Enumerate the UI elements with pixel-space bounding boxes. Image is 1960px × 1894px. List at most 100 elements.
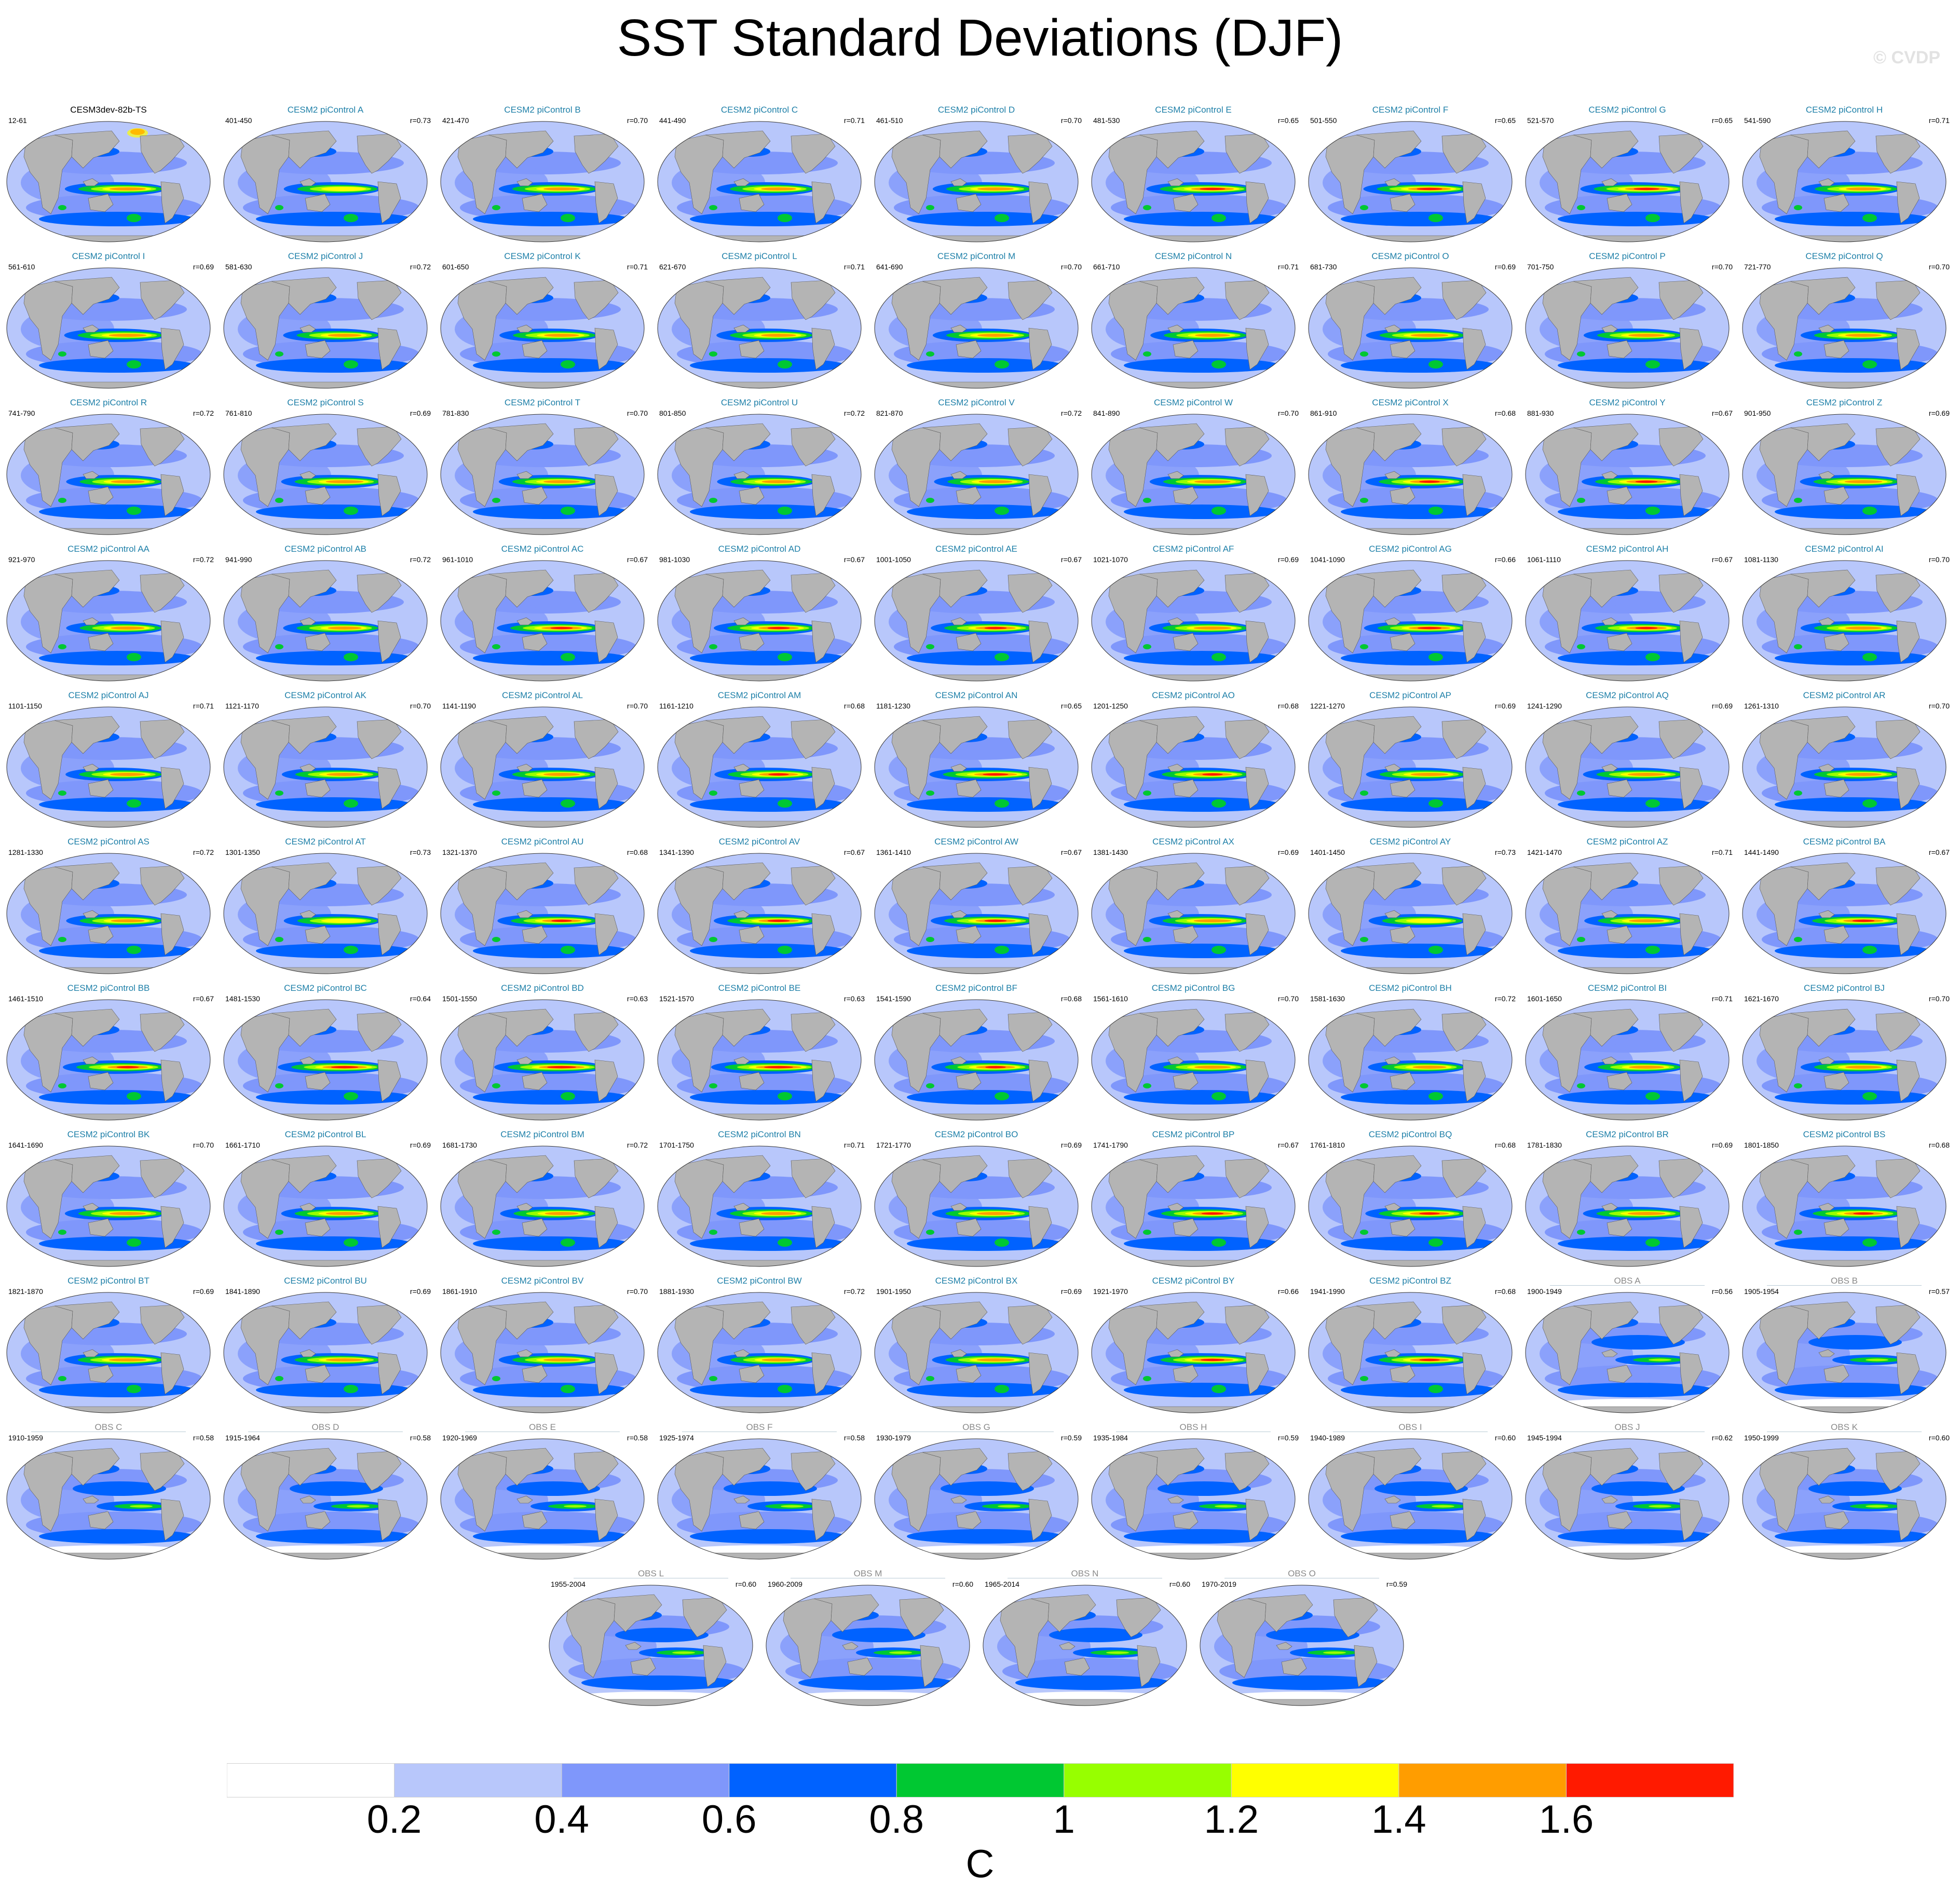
southern-ocean-band: [1232, 1675, 1388, 1690]
indonesia-land: [300, 178, 316, 186]
colorbar-units-label: C: [965, 1842, 995, 1886]
map-panel: OBS B 1905-1954 r=0.57: [1736, 1275, 1953, 1419]
south-america-land: [1679, 913, 1703, 956]
indian-ocean-green-patch: [926, 1083, 934, 1088]
southern-ocean-green-patch: [344, 214, 358, 222]
indian-ocean-green-patch: [1360, 644, 1368, 649]
southern-ocean-band: [1341, 944, 1496, 958]
panel-years: 1881-1930: [659, 1287, 694, 1296]
greenland-land: [613, 1445, 630, 1459]
sst-stddev-map: [1525, 706, 1730, 828]
indonesia-land: [1167, 1203, 1184, 1211]
greenland-land: [1915, 1152, 1931, 1166]
asia-land: [705, 1009, 771, 1047]
panel-pattern-correlation: r=0.72: [410, 555, 431, 564]
southern-ocean-band: [473, 358, 629, 373]
sst-stddev-map: [1308, 1292, 1513, 1413]
map-panel: CESM2 piControl D 461-510 r=0.70: [868, 104, 1085, 248]
asia-land: [271, 277, 337, 315]
north-pacific-band: [507, 1481, 600, 1496]
southern-ocean-green-patch: [1645, 1092, 1660, 1100]
greenland-land: [1481, 713, 1498, 727]
sst-stddev-map: [657, 560, 862, 682]
south-america-land: [811, 1059, 835, 1102]
greenland-land: [1047, 1298, 1064, 1313]
sst-stddev-map: [766, 1585, 970, 1706]
panel-pattern-correlation: r=0.70: [1060, 116, 1082, 125]
globe-outline: [6, 1292, 211, 1413]
indian-ocean-green-patch: [275, 1230, 283, 1235]
enso-tongue-red: [331, 1066, 359, 1069]
australia-land: [1607, 340, 1632, 359]
panel-years: 1261-1310: [1744, 702, 1779, 710]
southern-ocean-green-patch: [561, 799, 575, 808]
panel-pattern-correlation: r=0.65: [1711, 116, 1733, 125]
indonesia-land: [733, 1203, 750, 1211]
enso-tongue-orange: [978, 480, 1013, 483]
australia-land: [88, 633, 114, 651]
south-america-land: [1679, 1498, 1703, 1541]
indonesia-land: [1601, 178, 1618, 186]
asia-land: [54, 423, 120, 461]
southern-ocean-green-patch: [1862, 360, 1877, 369]
sst-stddev-map: [1091, 853, 1296, 974]
southern-ocean-green-patch: [1212, 360, 1226, 369]
enso-tongue-orange: [543, 773, 580, 776]
southern-ocean-band: [256, 1090, 412, 1105]
panel-pattern-correlation: r=0.71: [1928, 116, 1950, 125]
asia-land: [1356, 423, 1422, 461]
greenland-land: [179, 1152, 196, 1166]
southern-ocean-band: [473, 1529, 629, 1544]
indonesia-land: [1818, 1349, 1835, 1357]
globe-outline: [1742, 121, 1947, 242]
north-pacific-band: [290, 1481, 383, 1496]
southern-ocean-band: [1341, 1383, 1496, 1397]
panel-pattern-correlation: r=0.67: [627, 555, 648, 564]
indian-ocean-green-patch: [492, 1376, 500, 1381]
southern-ocean-band: [39, 1090, 195, 1105]
asia-land: [1139, 569, 1205, 608]
panel-years: 1920-1969: [442, 1434, 477, 1442]
southern-ocean-green-patch: [1645, 507, 1660, 515]
southern-ocean-green-patch: [1428, 946, 1443, 954]
greenland-land: [613, 420, 630, 434]
panel-years: 1701-1750: [659, 1141, 694, 1149]
indian-ocean-green-patch: [1360, 791, 1368, 796]
southern-ocean-green-patch: [995, 1385, 1009, 1393]
panel-title: CESM2 piControl P: [1589, 251, 1666, 261]
panel-years: 1721-1770: [876, 1141, 911, 1149]
south-america-land: [594, 328, 618, 370]
indonesia-land: [300, 324, 316, 333]
southern-ocean-green-patch: [1212, 1238, 1226, 1247]
enso-tongue-orange: [1412, 1066, 1447, 1069]
panel-years: 1861-1910: [442, 1287, 477, 1296]
indonesia-land: [1167, 764, 1184, 772]
greenland-land: [1264, 1005, 1281, 1020]
globe-outline: [440, 1146, 645, 1267]
indonesia-land: [1384, 324, 1401, 333]
panel-title: CESM2 piControl BO: [934, 1129, 1018, 1139]
indian-ocean-green-patch: [1794, 644, 1802, 649]
globe-outline: [657, 853, 862, 974]
australia-land: [522, 1365, 548, 1383]
southern-ocean-green-patch: [1428, 1385, 1443, 1393]
greenland-land: [1698, 713, 1714, 727]
south-america-land: [1245, 620, 1269, 663]
panel-pattern-correlation: r=0.65: [1060, 702, 1082, 710]
asia-land: [1790, 862, 1856, 901]
globe-outline: [1091, 1146, 1296, 1267]
enso-tongue-orange: [108, 1358, 147, 1361]
map-panel: OBS F 1925-1974 r=0.58: [651, 1421, 868, 1565]
indonesia-land: [300, 1056, 316, 1065]
greenland-land: [1047, 1445, 1064, 1459]
map-panel: CESM2 piControl AV 1341-1390 r=0.67: [651, 836, 868, 980]
panel-years: 541-590: [1744, 116, 1771, 125]
panel-pattern-correlation: r=0.60: [735, 1580, 756, 1588]
panel-years: 1581-1630: [1310, 994, 1345, 1003]
southern-ocean-green-patch: [995, 507, 1009, 515]
indian-ocean-green-patch: [709, 205, 717, 210]
asia-land: [488, 1448, 554, 1486]
panel-years: 1301-1350: [225, 848, 260, 856]
north-pacific-band: [73, 1481, 166, 1496]
greenland-land: [1481, 1152, 1498, 1166]
